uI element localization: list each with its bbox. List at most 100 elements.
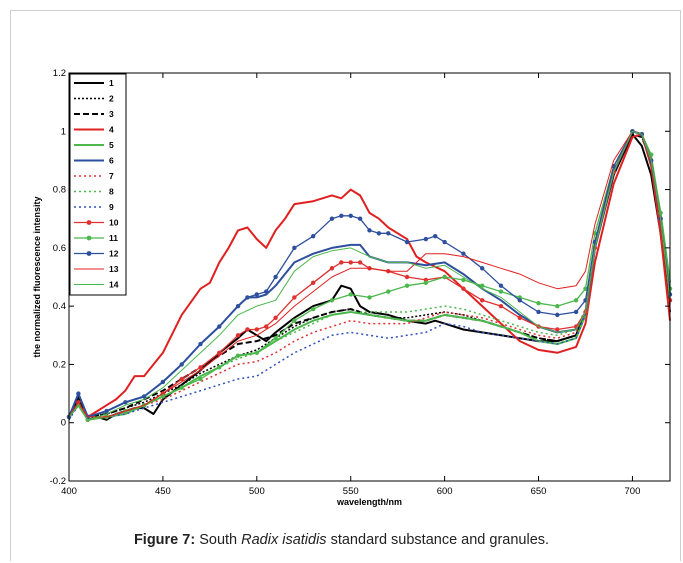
x-tick-label: 650 [531,486,547,497]
series-point-12 [357,216,363,221]
series-point-10 [310,280,316,286]
y-tick-label: 0.2 [53,359,66,370]
y-tick-label: 0.6 [53,243,66,254]
series-point-10 [235,333,241,338]
figure-frame [10,10,681,561]
legend-label-14: 14 [109,280,119,290]
legend-entry-2: 2 [74,94,114,104]
series-point-12 [160,379,166,385]
series-point-12 [573,309,579,315]
legend-label-5: 5 [109,140,114,150]
series-point-11 [573,298,579,303]
legend-marker-11 [86,235,92,241]
series-point-12 [273,274,278,280]
series-point-11 [536,301,541,306]
legend-entry-14: 14 [74,280,119,290]
axes-box [68,72,671,482]
x-tick-label: 400 [61,486,77,497]
series-point-11 [254,350,260,355]
series-point-12 [254,292,260,297]
series-point-11 [292,318,297,323]
series-point-12 [339,213,344,218]
series-point-12 [141,394,147,399]
series-point-10 [245,327,250,332]
x-tick-label: 600 [437,486,453,497]
series-point-12 [245,295,250,300]
series-line-4 [68,133,671,418]
series-point-10 [217,350,222,355]
series-point-12 [367,228,372,233]
caption-pre: South [199,532,238,548]
series-point-10 [339,260,344,265]
series-point-10 [348,260,353,265]
legend-label-6: 6 [109,156,114,166]
y-tick-label: 0.8 [53,185,66,196]
series-point-12 [123,400,128,405]
series-point-11 [160,394,166,399]
x-tick-label: 700 [625,486,641,497]
series-point-12 [479,266,485,271]
series-point-10 [292,295,297,300]
series-point-11 [348,292,353,297]
series-point-12 [329,216,335,221]
x-tick-label: 550 [343,486,359,497]
y-tick-label: 1 [61,126,66,137]
series-point-12 [517,298,522,303]
series-point-10 [198,365,203,370]
x-tick-label: 500 [249,486,265,497]
series-point-11 [442,274,447,280]
series-point-10 [357,260,363,265]
legend-entry-1: 1 [74,78,114,88]
series-point-12 [423,236,429,242]
series-point-12 [104,408,109,414]
series-line-13 [68,130,671,418]
legend-label-11: 11 [109,233,118,243]
x-axis-label: wavelength/nm [336,497,402,507]
series-point-10 [517,315,522,320]
series-point-10 [264,324,269,329]
series-point-10 [461,286,466,291]
series-point-10 [329,266,335,271]
series-point-11 [461,277,466,283]
series-point-11 [555,303,560,309]
series-point-10 [479,298,485,303]
legend-label-12: 12 [109,249,119,259]
legend-box [69,73,127,296]
series-point-12 [179,362,184,367]
plot-area [69,73,670,481]
legend-entry-8: 8 [74,187,114,197]
legend-entry-4: 4 [74,125,114,135]
series-14 [68,130,671,421]
series-point-12 [386,231,391,236]
y-tick-label: 0 [61,418,66,429]
series-point-11 [367,295,372,300]
series-point-10 [555,327,560,332]
series-point-12 [348,213,353,218]
legend-entry-12: 12 [74,249,119,259]
legend-entry-7: 7 [74,171,114,181]
legend-label-1: 1 [109,78,114,88]
series-13 [68,130,671,418]
series-point-12 [433,234,438,239]
series-point-10 [179,376,184,382]
legend-label-7: 7 [109,171,114,181]
legend-entry-6: 6 [74,156,114,166]
legend-entry-13: 13 [74,264,119,274]
x-tick-label: 450 [155,486,171,497]
y-tick-label: 1.2 [53,68,66,79]
y-tick-label: -0.2 [50,476,66,487]
series-point-11 [423,280,429,286]
series-point-12 [264,289,269,294]
legend-label-9: 9 [109,202,114,212]
series-point-12 [217,324,222,329]
caption-label: Figure 7: [133,532,196,548]
legend-marker-12 [86,251,92,256]
series-point-11 [217,365,222,370]
series-point-11 [404,283,410,288]
series-point-12 [292,245,297,251]
legend-label-3: 3 [109,109,114,119]
series-point-12 [198,341,203,347]
figure-caption: Figure 7: South Radix isatidis standard … [0,532,683,548]
series-point-11 [386,289,391,294]
series-point-12 [536,309,541,315]
